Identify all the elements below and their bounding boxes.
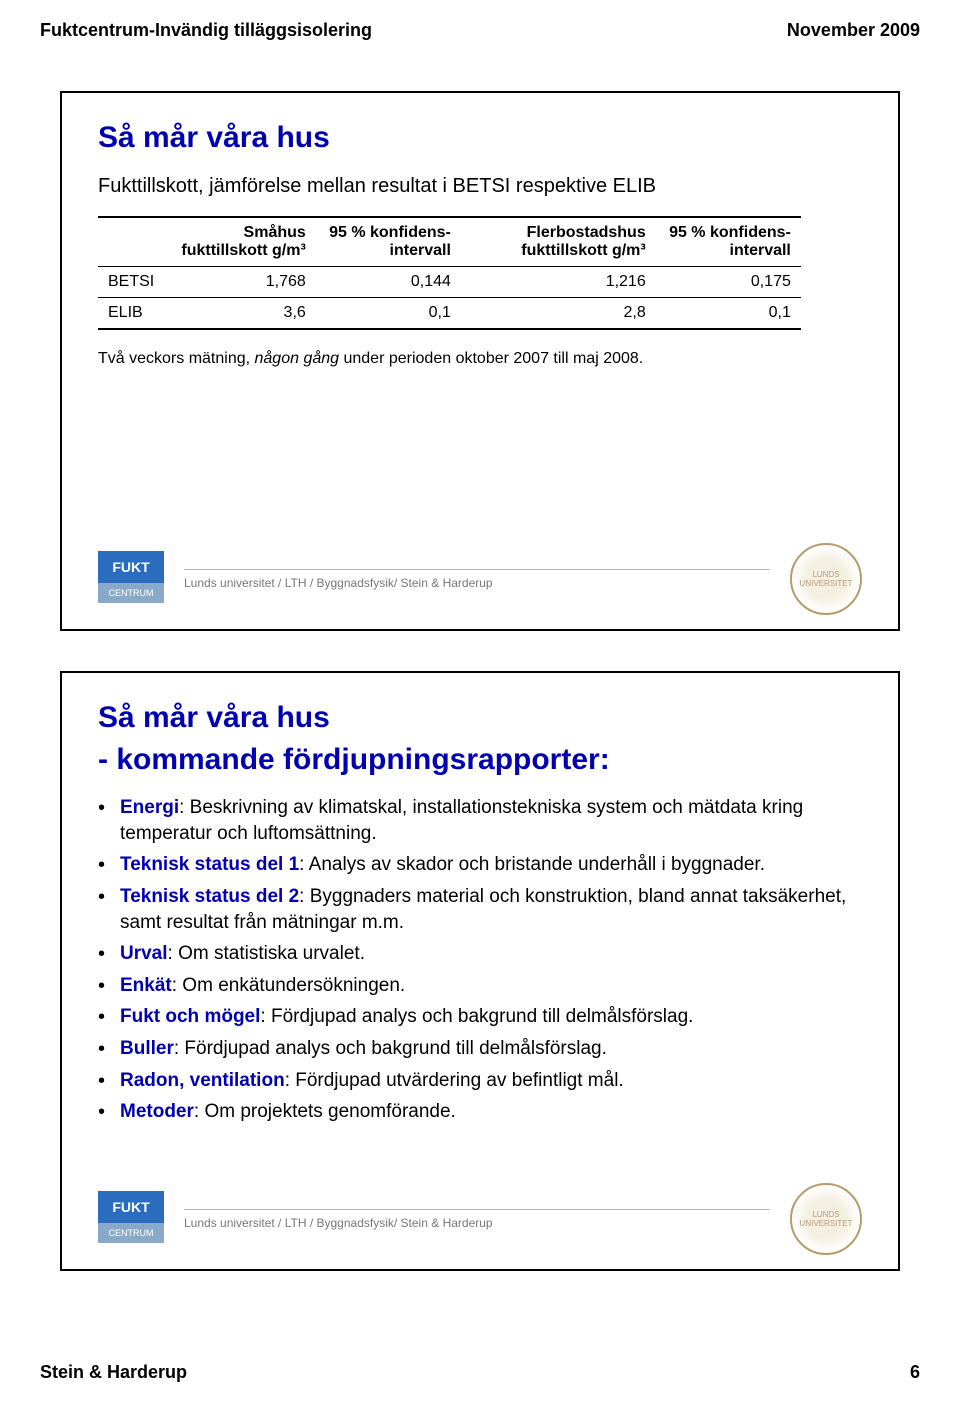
- logo-top: FUKT: [98, 1191, 164, 1223]
- cell-label: BETSI: [98, 267, 164, 298]
- term: Metoder: [120, 1101, 194, 1122]
- slide1-footer: FUKT CENTRUM Lunds universitet / LTH / B…: [98, 543, 862, 615]
- logo-top: FUKT: [98, 551, 164, 583]
- header-right: November 2009: [787, 20, 920, 41]
- col-ci-1: 95 % konfidens-intervall: [316, 217, 461, 267]
- col-smahus: Småhus fukttillskott g/m³: [164, 217, 316, 267]
- col-flerbostad: Flerbostadshus fukttillskott g/m³: [461, 217, 656, 267]
- list-item: Metoder: Om projektets genomförande.: [98, 1099, 862, 1125]
- list-item: Energi: Beskrivning av klimatskal, insta…: [98, 795, 862, 846]
- fukt-logo-icon: FUKT CENTRUM: [98, 1191, 164, 1247]
- list-item: Teknisk status del 2: Byggnaders materia…: [98, 884, 862, 935]
- slide1-title: Så mår våra hus: [98, 121, 862, 155]
- cell: 0,1: [656, 298, 801, 330]
- term: Fukt och mögel: [120, 1006, 260, 1027]
- slide-2: Så mår våra hus - kommande fördjupningsr…: [60, 671, 900, 1271]
- list-item: Urval: Om statistiska urvalet.: [98, 941, 862, 967]
- footer-right: 6: [910, 1362, 920, 1383]
- footer-left: Stein & Harderup: [40, 1362, 187, 1383]
- rest: : Fördjupad analys och bakgrund till del…: [260, 1006, 693, 1027]
- col-blank: [98, 217, 164, 267]
- table-row: BETSI 1,768 0,144 1,216 0,175: [98, 267, 801, 298]
- list-item: Teknisk status del 1: Analys av skador o…: [98, 852, 862, 878]
- university-seal-icon: LUNDS UNIVERSITET: [790, 1183, 862, 1255]
- cell: 1,216: [461, 267, 656, 298]
- page-footer: Stein & Harderup 6: [40, 1362, 920, 1383]
- cell: 0,1: [316, 298, 461, 330]
- rest: : Om projektets genomförande.: [194, 1101, 456, 1122]
- cell: 3,6: [164, 298, 316, 330]
- list-item: Buller: Fördjupad analys och bakgrund ti…: [98, 1036, 862, 1062]
- slide2-title: Så mår våra hus: [98, 701, 862, 735]
- rest: : Om enkätundersökningen.: [172, 975, 405, 996]
- slide1-footer-text: Lunds universitet / LTH / Byggnadsfysik/…: [184, 569, 770, 590]
- col-ci-2: 95 % konfidens-intervall: [656, 217, 801, 267]
- note-regular: Två veckors mätning,: [98, 350, 255, 367]
- table-header-row: Småhus fukttillskott g/m³ 95 % konfidens…: [98, 217, 801, 267]
- cell: 0,144: [316, 267, 461, 298]
- term: Urval: [120, 943, 168, 964]
- rest: : Fördjupad utvärdering av befintligt må…: [285, 1070, 624, 1091]
- term: Buller: [120, 1038, 174, 1059]
- list-item: Radon, ventilation: Fördjupad utvärderin…: [98, 1068, 862, 1094]
- rest: : Fördjupad analys och bakgrund till del…: [174, 1038, 607, 1059]
- slide2-footer-text: Lunds universitet / LTH / Byggnadsfysik/…: [184, 1209, 770, 1230]
- term: Radon, ventilation: [120, 1070, 285, 1091]
- slide-1: Så mår våra hus Fukttillskott, jämförels…: [60, 91, 900, 631]
- cell: 1,768: [164, 267, 316, 298]
- list-item: Enkät: Om enkätundersökningen.: [98, 973, 862, 999]
- term: Enkät: [120, 975, 172, 996]
- note-tail: under perioden oktober 2007 till maj 200…: [343, 350, 643, 367]
- slide2-bullet-list: Energi: Beskrivning av klimatskal, insta…: [98, 795, 862, 1125]
- logo-bottom: CENTRUM: [98, 1223, 164, 1243]
- slide1-table: Småhus fukttillskott g/m³ 95 % konfidens…: [98, 216, 801, 330]
- header-left: Fuktcentrum-Invändig tilläggsisolering: [40, 20, 372, 41]
- term: Energi: [120, 797, 179, 818]
- cell-label: ELIB: [98, 298, 164, 330]
- term: Teknisk status del 2: [120, 886, 299, 907]
- university-seal-icon: LUNDS UNIVERSITET: [790, 543, 862, 615]
- cell: 0,175: [656, 267, 801, 298]
- list-item: Fukt och mögel: Fördjupad analys och bak…: [98, 1004, 862, 1030]
- rest: : Analys av skador och bristande underhå…: [299, 854, 765, 875]
- fukt-logo-icon: FUKT CENTRUM: [98, 551, 164, 607]
- slide1-section-label: Fukttillskott, jämförelse mellan resulta…: [98, 175, 862, 198]
- table-row: ELIB 3,6 0,1 2,8 0,1: [98, 298, 801, 330]
- rest: : Om statistiska urvalet.: [168, 943, 365, 964]
- page-header: Fuktcentrum-Invändig tilläggsisolering N…: [0, 0, 960, 51]
- note-italic: någon gång: [255, 350, 344, 367]
- slide1-note: Två veckors mätning, någon gång under pe…: [98, 350, 862, 368]
- rest: : Beskrivning av klimatskal, installatio…: [120, 797, 803, 844]
- logo-bottom: CENTRUM: [98, 583, 164, 603]
- slide2-subtitle: - kommande fördjupningsrapporter:: [98, 743, 862, 777]
- cell: 2,8: [461, 298, 656, 330]
- term: Teknisk status del 1: [120, 854, 299, 875]
- slide2-footer: FUKT CENTRUM Lunds universitet / LTH / B…: [98, 1183, 862, 1255]
